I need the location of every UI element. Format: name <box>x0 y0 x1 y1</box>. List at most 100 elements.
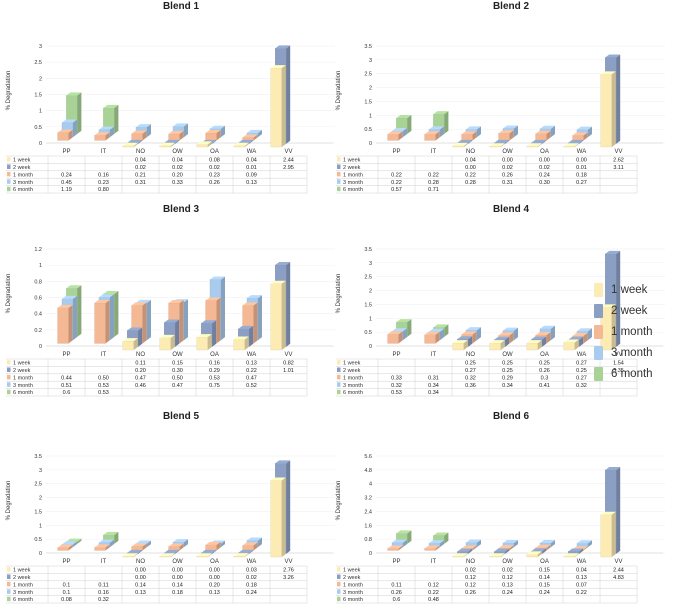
bar-face <box>526 342 538 351</box>
data-label: 0.30 <box>539 180 550 186</box>
bar-top <box>164 549 180 553</box>
bar-side <box>468 548 473 554</box>
data-label: 3.26 <box>283 575 294 581</box>
bar-side <box>407 530 412 544</box>
x-tick-label: PP <box>392 352 400 358</box>
bar-side <box>505 139 510 144</box>
table-legend-key <box>7 567 11 572</box>
bar-top <box>568 139 584 143</box>
y-tick-label: 1 <box>39 109 42 115</box>
bar-side <box>500 340 505 350</box>
bar <box>572 132 588 141</box>
bar-face <box>233 339 245 351</box>
table-row-label: 6 month <box>343 597 363 603</box>
table-legend-key <box>337 367 341 372</box>
bar <box>563 339 579 351</box>
table-row-label: 1 month <box>13 582 33 588</box>
data-label: 0.24 <box>502 590 513 596</box>
bar-top <box>531 139 547 143</box>
data-label: 0.11 <box>98 582 108 588</box>
bar-top <box>275 460 291 464</box>
bar-side <box>398 331 403 344</box>
bar-face <box>196 556 208 558</box>
bar-top <box>540 325 555 329</box>
data-label: 0.21 <box>135 172 146 178</box>
bar <box>387 131 403 141</box>
bar-side <box>542 336 547 347</box>
bar-face <box>196 144 208 148</box>
bar-face <box>387 334 399 344</box>
y-tick-label: 4 <box>369 482 372 488</box>
bar-side <box>616 467 621 554</box>
data-label: 0.12 <box>465 582 476 588</box>
data-label: 0.27 <box>576 375 587 381</box>
data-label: 0.00 <box>209 568 220 574</box>
bar <box>122 142 138 148</box>
y-tick-label: 0 <box>369 141 372 147</box>
bar-top <box>131 302 147 306</box>
bar-side <box>281 477 286 557</box>
bar-side <box>583 546 588 551</box>
bar-side <box>110 126 114 138</box>
bar-top <box>387 545 403 549</box>
x-tick-label: NO <box>466 352 475 358</box>
bar-side <box>468 336 473 347</box>
bar-top <box>489 340 505 344</box>
bar <box>535 130 551 141</box>
bar-side <box>551 125 555 138</box>
bar <box>568 548 584 554</box>
table-legend-key <box>7 574 11 579</box>
bar-top <box>122 338 138 342</box>
bar-top <box>103 531 119 535</box>
y-tick-label: 0.2 <box>34 328 42 334</box>
data-label: 0.02 <box>209 165 220 171</box>
y-tick-label: 0 <box>39 344 42 350</box>
x-tick-label: VV <box>614 149 622 155</box>
data-label: 0.57 <box>391 187 402 193</box>
y-axis-label: % Degradation <box>336 71 342 111</box>
bar <box>526 551 542 558</box>
bar-top <box>563 339 579 343</box>
table-row-label: 3 month <box>343 590 363 596</box>
data-label: 2.76 <box>283 568 294 574</box>
bar-face <box>122 340 134 351</box>
data-label: 1.54 <box>613 361 624 367</box>
x-tick-label: OA <box>540 559 549 565</box>
chart-title: Blend 1 <box>163 1 200 12</box>
table-row-label: 1 month <box>13 172 33 178</box>
bar-side <box>583 332 588 344</box>
bar-side <box>542 139 547 144</box>
bar-side <box>407 115 412 134</box>
data-label: 0.08 <box>209 158 220 164</box>
legend-item: 3 month <box>594 343 674 362</box>
x-tick-label: PP <box>392 149 400 155</box>
chart-panel: Blend 2 % Degradation 0 0.5 1 1.5 2 2.5 3 3.5 PP IT… <box>336 1 665 194</box>
bar-side <box>403 328 407 341</box>
bar-side <box>207 334 212 350</box>
bar-side <box>253 302 258 344</box>
y-tick-label: 2 <box>39 76 42 82</box>
data-label: 0.46 <box>135 383 146 389</box>
bar-side <box>588 328 592 341</box>
bar <box>452 340 468 351</box>
bar <box>396 530 412 544</box>
data-label: 0.22 <box>391 180 402 186</box>
bar-side <box>221 540 225 548</box>
y-tick-label: 5.6 <box>364 454 372 460</box>
bar <box>563 143 579 148</box>
bar-side <box>170 553 175 557</box>
bar-side <box>212 320 217 347</box>
bar <box>159 553 175 558</box>
bar-top <box>503 327 518 331</box>
x-tick-label: OW <box>172 352 183 358</box>
bar-top <box>168 299 184 303</box>
y-tick-label: 3.5 <box>34 454 42 460</box>
bar-top <box>127 327 143 331</box>
y-tick-label: 3.5 <box>364 247 372 253</box>
y-tick-label: 0.5 <box>34 125 42 131</box>
bar-top <box>535 544 551 548</box>
bar-top <box>503 125 518 129</box>
y-tick-label: 4.8 <box>364 468 372 474</box>
bar-side <box>77 92 82 134</box>
x-tick-label: NO <box>136 352 145 358</box>
